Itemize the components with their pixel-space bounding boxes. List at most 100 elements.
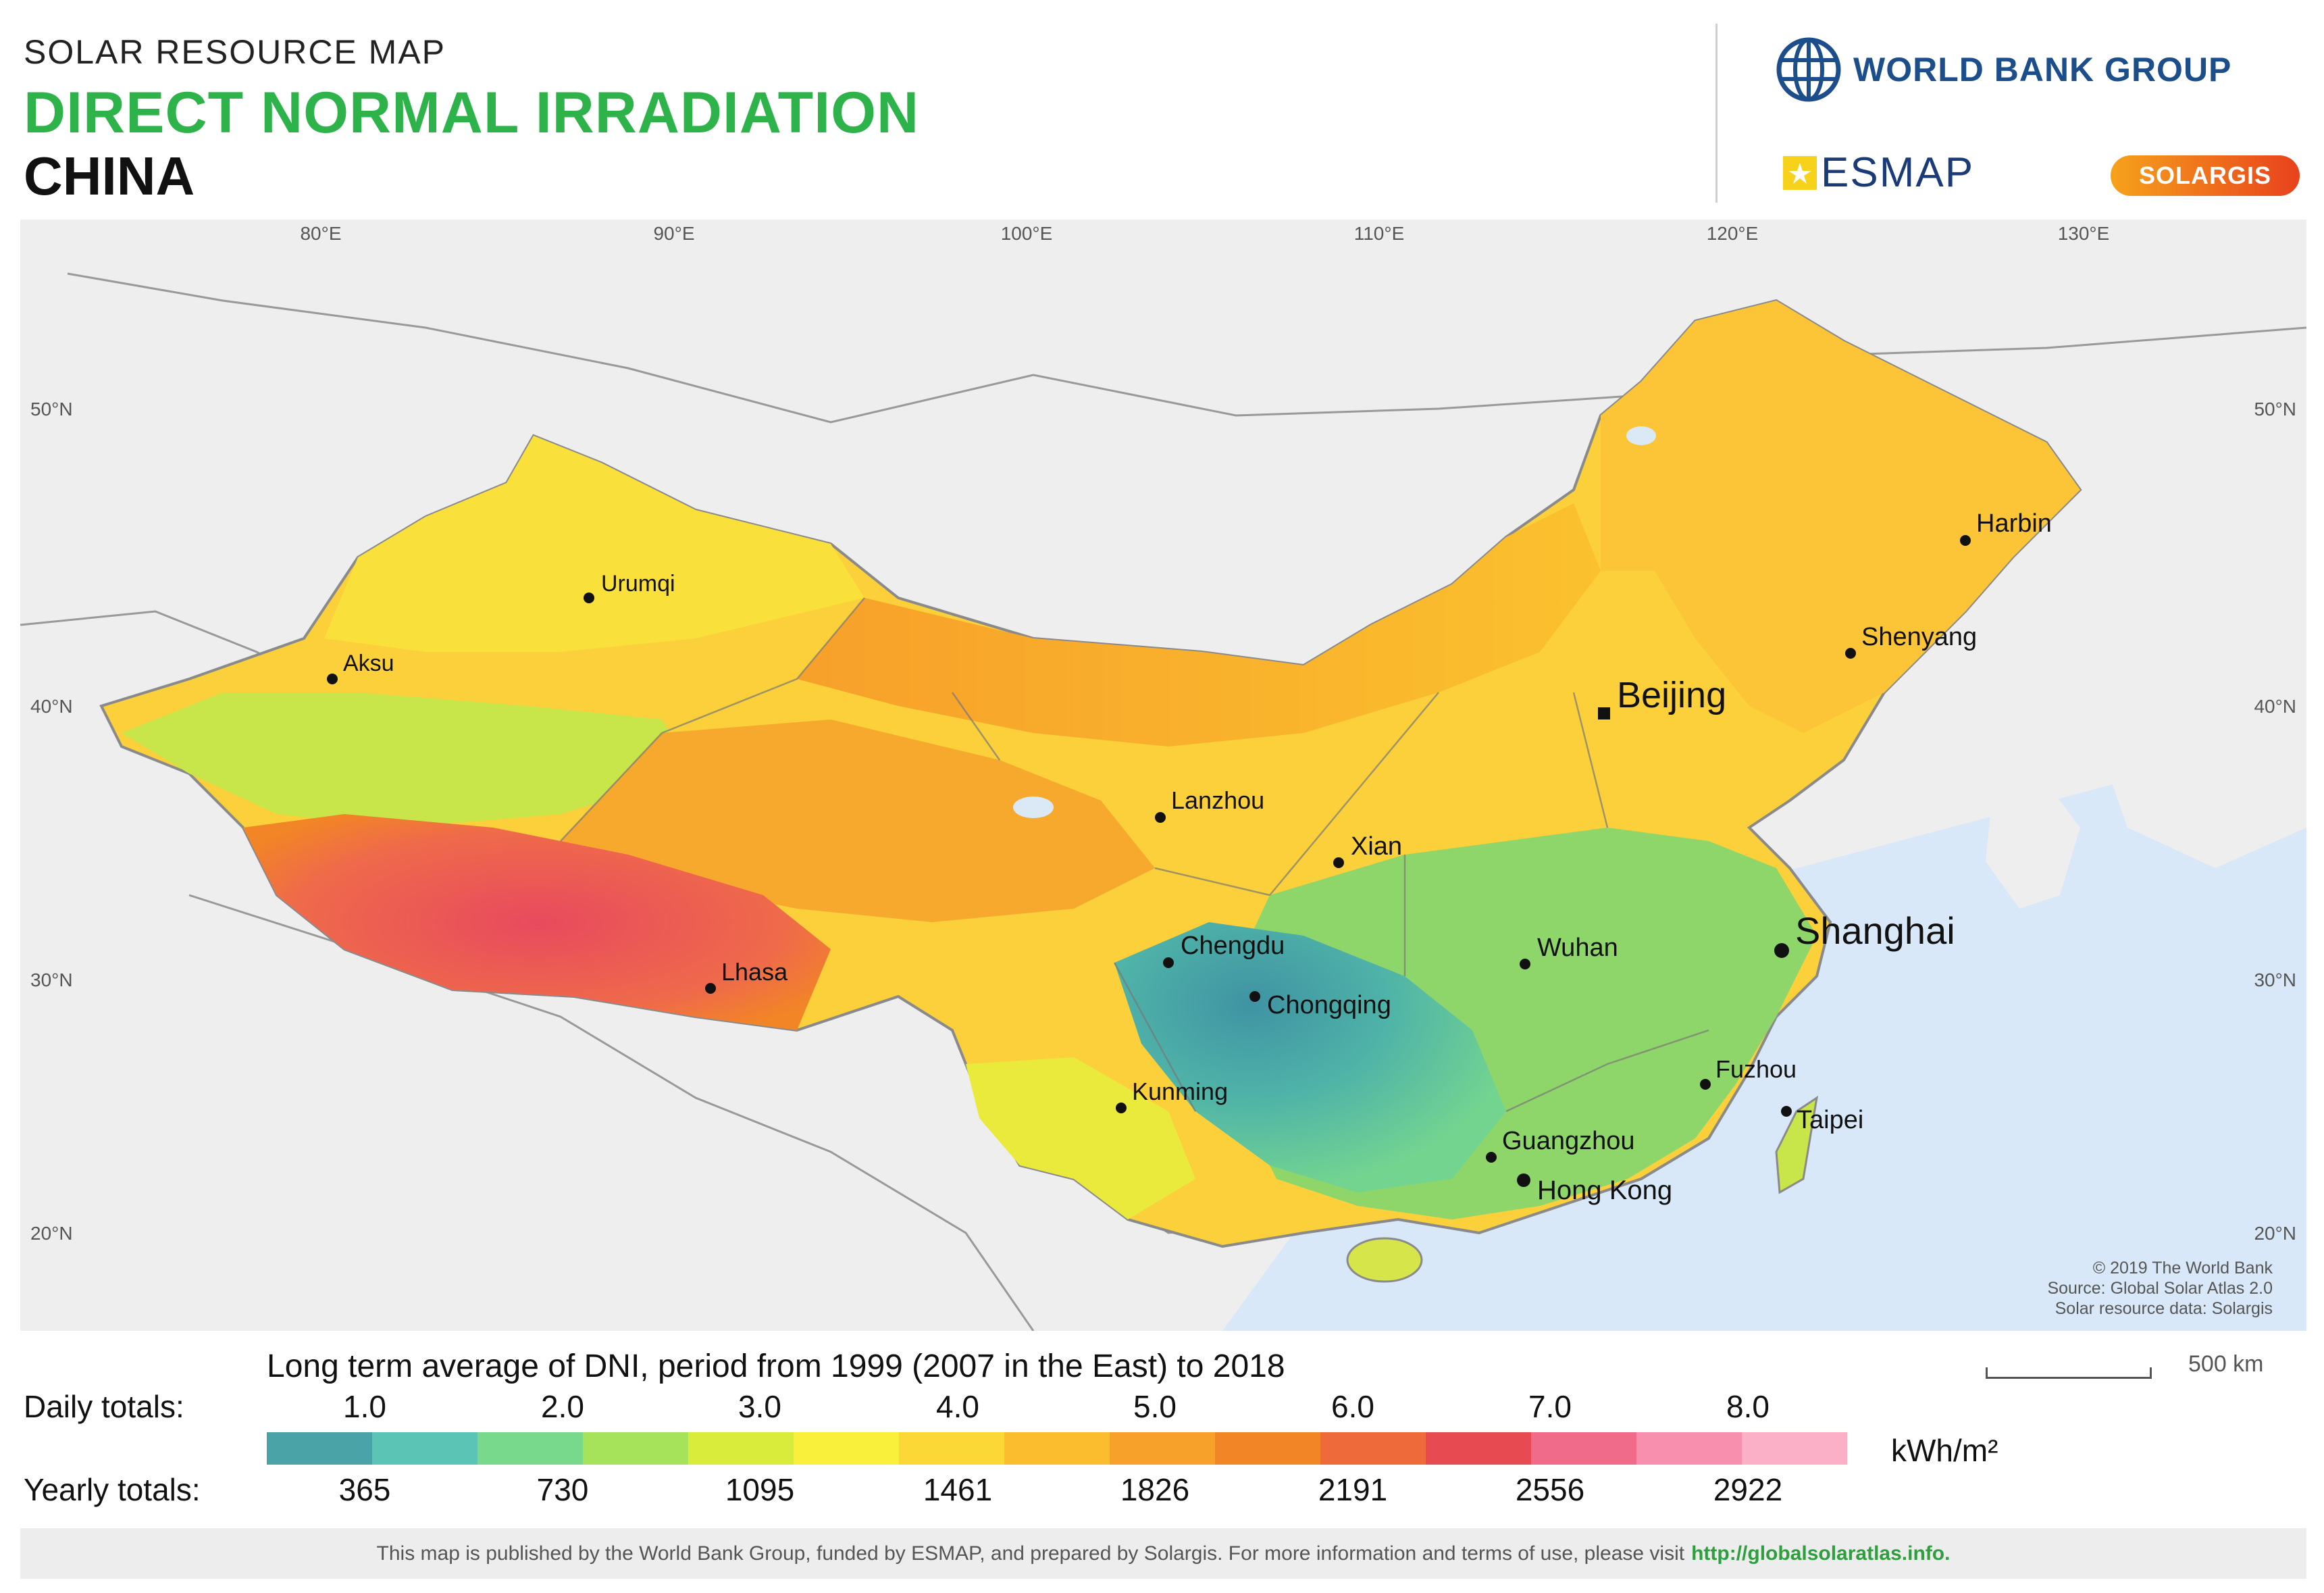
lon-label: 90°E: [653, 223, 694, 244]
daily-value: 2.0: [541, 1389, 584, 1424]
yearly-value: 2922: [1713, 1472, 1783, 1507]
lon-label: 110°E: [1354, 223, 1405, 244]
color-swatch: [477, 1432, 583, 1465]
yunnan-region: [966, 1057, 1195, 1219]
map-kicker: SOLAR RESOURCE MAP: [24, 33, 446, 71]
svg-text:Source: Global Solar Atlas 2.0: Source: Global Solar Atlas 2.0: [2047, 1279, 2273, 1298]
yearly-value: 365: [338, 1472, 391, 1507]
city-kunming: Kunming: [1116, 1078, 1228, 1113]
city-taipei: Taipei: [1781, 1106, 1863, 1134]
color-swatch: [1320, 1432, 1426, 1465]
scale-label: 500 km: [2188, 1351, 2264, 1377]
lat-label: 30°N: [2254, 969, 2296, 990]
cities: Urumqi Aksu Lanzhou Xian Beijing Shenyan…: [327, 509, 2052, 1205]
yearly-value: 1461: [923, 1472, 993, 1507]
lon-label: 130°E: [2058, 223, 2110, 244]
svg-text:Shanghai: Shanghai: [1795, 909, 1955, 952]
daily-value: 7.0: [1528, 1389, 1572, 1424]
sichuan-basin: [1114, 922, 1506, 1192]
esmap-mark-icon: [1783, 155, 1817, 190]
lat-label: 20°N: [2254, 1223, 2296, 1244]
lon-label: 80°E: [300, 223, 341, 244]
svg-text:Xian: Xian: [1351, 832, 1402, 861]
tibet-region: [243, 814, 831, 1030]
city-shanghai: Shanghai: [1774, 909, 1955, 958]
svg-text:Harbin: Harbin: [1976, 509, 2052, 538]
legend-title: Long term average of DNI, period from 19…: [267, 1348, 1285, 1384]
city-chongqing: Chongqing: [1249, 991, 1391, 1019]
taiwan-island: [1775, 1095, 1819, 1194]
xinjiang-north: [324, 436, 864, 652]
footer: This map is published by the World Bank …: [20, 1528, 2306, 1579]
country-name: CHINA: [24, 146, 195, 206]
color-scale-bar: [267, 1432, 1847, 1465]
color-swatch: [1531, 1432, 1636, 1465]
legend: Long term average of DNI, period from 19…: [0, 1344, 2324, 1540]
yearly-value: 1826: [1120, 1472, 1190, 1507]
korea-land: [1986, 774, 2080, 909]
yearly-totals-label: Yearly totals:: [24, 1472, 201, 1507]
daily-value: 6.0: [1331, 1389, 1374, 1424]
lat-label: 20°N: [30, 1223, 73, 1244]
svg-text:Urumqi: Urumqi: [601, 571, 675, 597]
daily-totals-label: Daily totals:: [24, 1389, 184, 1424]
city-aksu: Aksu: [327, 651, 394, 684]
color-swatch: [1004, 1432, 1110, 1465]
color-swatch: [1636, 1432, 1742, 1465]
dni-map: 80°E 90°E 100°E 110°E 120°E 130°E 50°N 4…: [20, 220, 2306, 1331]
inner-mongolia-band: [797, 503, 1601, 747]
color-swatch: [583, 1432, 688, 1465]
svg-text:Chengdu: Chengdu: [1181, 932, 1285, 960]
svg-text:Chongqing: Chongqing: [1267, 991, 1391, 1019]
daily-value: 5.0: [1133, 1389, 1177, 1424]
daily-value: 8.0: [1726, 1389, 1770, 1424]
world-bank-logo: WORLD BANK GROUP: [1776, 37, 2231, 102]
svg-text:Kunming: Kunming: [1132, 1078, 1228, 1105]
city-lhasa: Lhasa: [705, 958, 788, 994]
map-credits: © 2019 The World Bank Source: Global Sol…: [2047, 1259, 2273, 1318]
color-swatch: [1742, 1432, 1847, 1465]
yearly-value: 2556: [1515, 1472, 1585, 1507]
city-hong-kong: Hong Kong: [1517, 1173, 1672, 1205]
map-title: DIRECT NORMAL IRRADIATION: [24, 80, 920, 145]
lat-label: 50°N: [2254, 399, 2296, 420]
color-swatch: [1215, 1432, 1320, 1465]
svg-text:Aksu: Aksu: [343, 651, 394, 676]
unit-label: kWh/m²: [1891, 1433, 1998, 1468]
japan-land: [2080, 652, 2306, 868]
lat-label: 40°N: [2254, 696, 2296, 717]
lat-label: 40°N: [30, 696, 73, 717]
svg-text:Lanzhou: Lanzhou: [1171, 786, 1264, 814]
lat-label: 50°N: [30, 399, 73, 420]
color-swatch: [372, 1432, 477, 1465]
city-lanzhou: Lanzhou: [1155, 786, 1264, 823]
china-irradiation-regions: [99, 299, 2082, 1283]
esmap-logo: ESMAP: [1783, 149, 1974, 197]
solargis-logo: SOLARGIS: [2111, 155, 2300, 196]
daily-value: 4.0: [936, 1389, 979, 1424]
yearly-value: 1095: [725, 1472, 795, 1507]
svg-text:Wuhan: Wuhan: [1537, 934, 1618, 962]
lake-hulun: [1626, 426, 1656, 445]
svg-text:Lhasa: Lhasa: [721, 958, 788, 986]
city-harbin: Harbin: [1960, 509, 2052, 546]
graticule: 80°E 90°E 100°E 110°E 120°E 130°E 50°N 4…: [30, 223, 2296, 1244]
svg-text:Shenyang: Shenyang: [1861, 623, 1977, 651]
svg-text:Solar resource data: Solargis: Solar resource data: Solargis: [2055, 1299, 2273, 1318]
city-fuzhou: Fuzhou: [1700, 1055, 1797, 1090]
svg-text:© 2019 The World Bank: © 2019 The World Bank: [2093, 1259, 2273, 1278]
svg-text:Guangzhou: Guangzhou: [1502, 1127, 1635, 1155]
color-swatch: [1426, 1432, 1531, 1465]
header-divider: [1715, 24, 1718, 203]
footer-text: This map is published by the World Bank …: [376, 1542, 1685, 1565]
city-urumqi: Urumqi: [584, 571, 675, 603]
color-swatch: [267, 1432, 372, 1465]
lon-label: 120°E: [1707, 223, 1759, 244]
tarim-basin: [122, 692, 696, 828]
globe-icon: [1776, 37, 1841, 102]
city-shenyang: Shenyang: [1845, 623, 1977, 659]
globalsolaratlas-link[interactable]: http://globalsolaratlas.info.: [1691, 1542, 1951, 1565]
city-chengdu: Chengdu: [1163, 932, 1285, 968]
northeast-region: [1601, 301, 2080, 733]
world-bank-text: WORLD BANK GROUP: [1853, 51, 2232, 88]
